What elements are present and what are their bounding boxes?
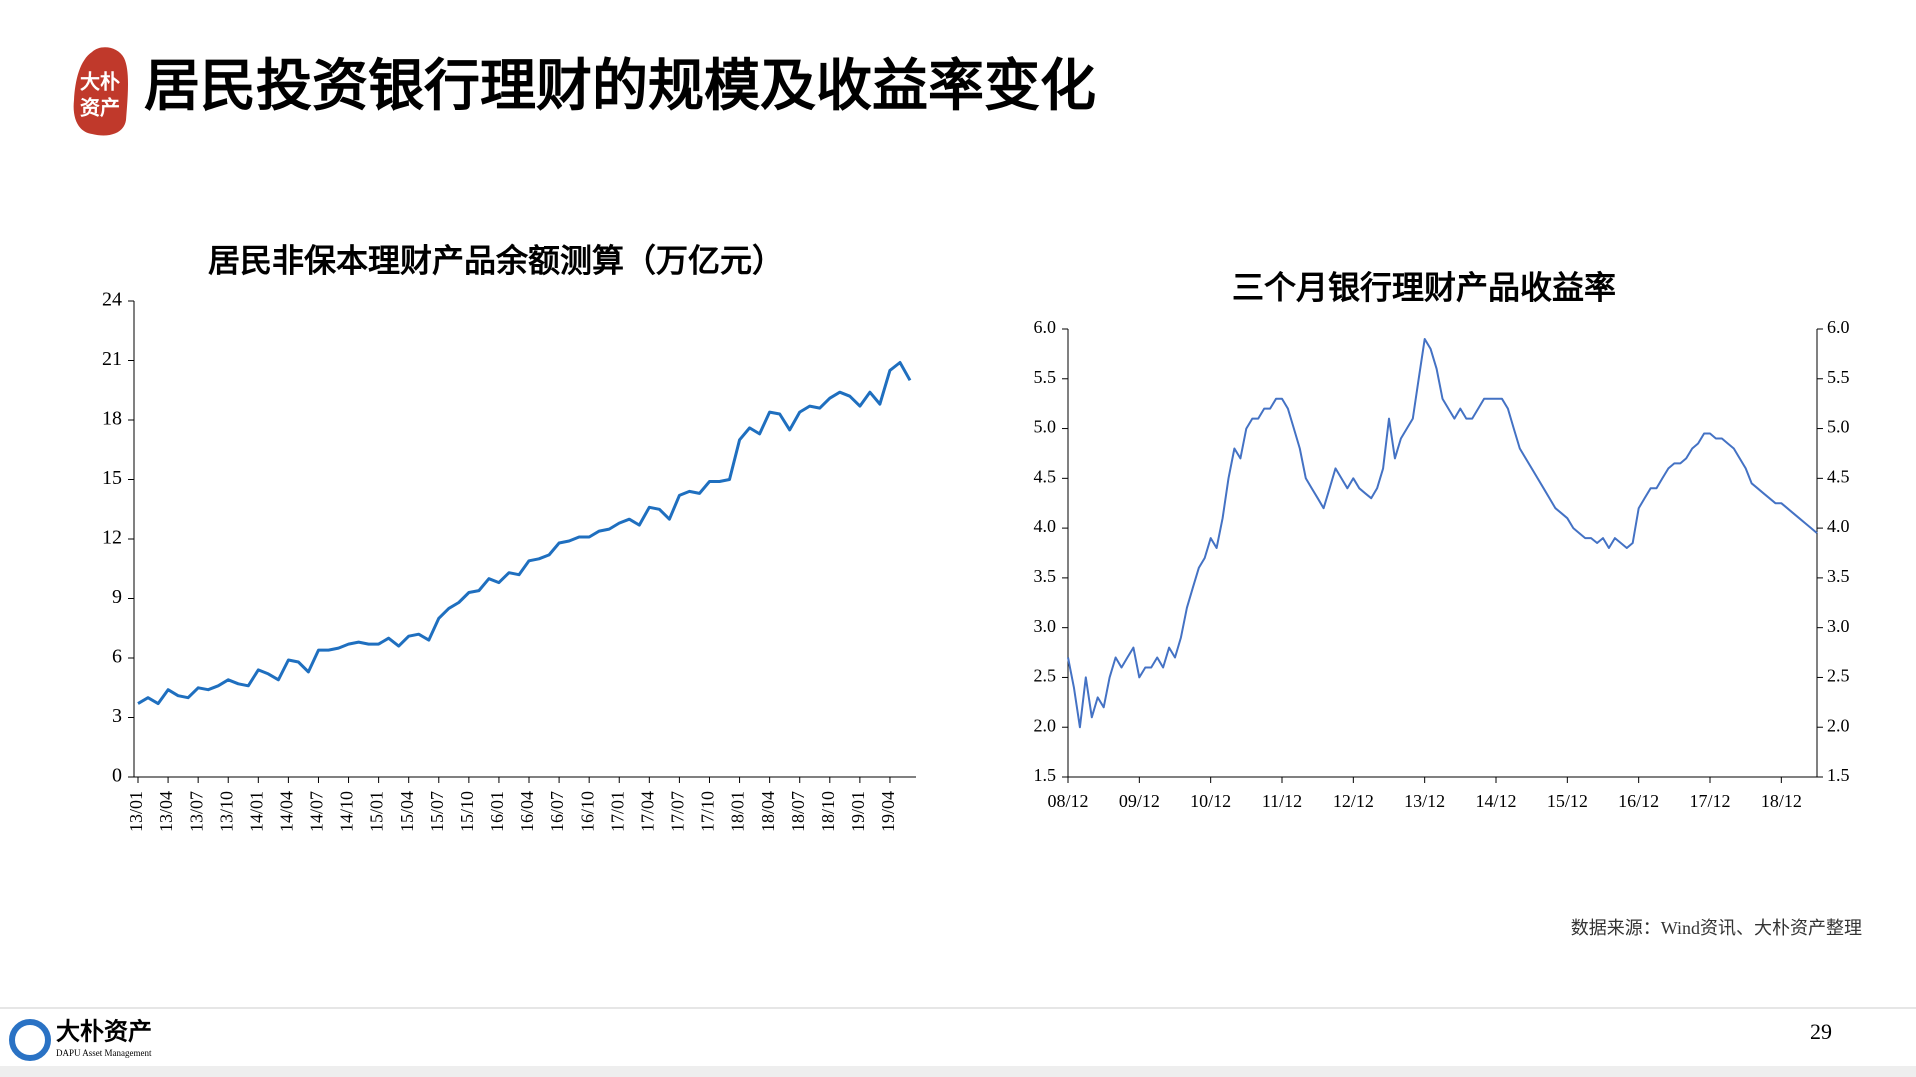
x-tick-label: 12/12 bbox=[1333, 791, 1374, 811]
y-tick-label: 12 bbox=[102, 527, 122, 549]
x-tick-label: 18/10 bbox=[818, 791, 838, 832]
y-tick-label: 6.0 bbox=[1034, 317, 1057, 337]
x-tick-label: 10/12 bbox=[1190, 791, 1231, 811]
x-tick-label: 13/07 bbox=[186, 791, 206, 832]
y-tick-label: 21 bbox=[102, 348, 122, 370]
chart-title: 居民非保本理财产品余额测算（万亿元） bbox=[208, 242, 784, 278]
y2-tick-label: 3.0 bbox=[1827, 616, 1850, 636]
x-tick-label: 14/12 bbox=[1475, 791, 1516, 811]
x-tick-label: 14/10 bbox=[337, 791, 357, 832]
y-tick-label: 18 bbox=[102, 408, 122, 430]
x-tick-label: 14/07 bbox=[307, 791, 327, 832]
y-tick-label: 15 bbox=[102, 467, 122, 489]
y-tick-label: 3 bbox=[112, 705, 122, 727]
x-tick-label: 14/01 bbox=[246, 791, 266, 832]
y-tick-label: 3.5 bbox=[1034, 566, 1057, 586]
x-tick-label: 19/01 bbox=[848, 791, 868, 832]
y-tick-label: 6 bbox=[112, 646, 122, 668]
x-tick-label: 15/01 bbox=[367, 791, 387, 832]
x-tick-label: 16/07 bbox=[547, 791, 567, 832]
y2-tick-label: 3.5 bbox=[1827, 566, 1850, 586]
y-tick-label: 4.5 bbox=[1034, 466, 1057, 486]
x-tick-label: 13/12 bbox=[1404, 791, 1445, 811]
y-tick-label: 1.5 bbox=[1034, 765, 1057, 785]
y2-tick-label: 5.5 bbox=[1827, 367, 1850, 387]
x-tick-label: 18/01 bbox=[728, 791, 748, 832]
logo bbox=[73, 47, 128, 136]
x-tick-label: 13/01 bbox=[126, 791, 146, 832]
x-tick-label: 15/10 bbox=[457, 791, 477, 832]
footer-band bbox=[0, 1066, 1916, 1077]
footer-logo bbox=[9, 1019, 51, 1061]
y2-tick-label: 5.0 bbox=[1827, 417, 1850, 437]
y-tick-label: 5.5 bbox=[1034, 367, 1057, 387]
x-tick-label: 13/10 bbox=[216, 791, 236, 832]
source-note: 数据来源：Wind资讯、大朴资产整理 bbox=[1571, 918, 1862, 938]
x-tick-label: 19/04 bbox=[878, 791, 898, 832]
footer-brand: 大朴资产 bbox=[56, 1018, 152, 1046]
x-tick-label: 16/01 bbox=[487, 791, 507, 832]
y2-tick-label: 2.5 bbox=[1827, 666, 1850, 686]
page-number: 29 bbox=[1810, 1019, 1832, 1044]
x-tick-label: 15/12 bbox=[1547, 791, 1588, 811]
x-tick-label: 13/04 bbox=[156, 791, 176, 832]
x-tick-label: 08/12 bbox=[1047, 791, 1088, 811]
y-tick-label: 2.0 bbox=[1034, 715, 1057, 735]
y-tick-label: 3.0 bbox=[1034, 616, 1057, 636]
y2-tick-label: 1.5 bbox=[1827, 765, 1850, 785]
x-tick-label: 09/12 bbox=[1119, 791, 1160, 811]
y2-tick-label: 4.5 bbox=[1827, 466, 1850, 486]
x-tick-label: 18/12 bbox=[1761, 791, 1802, 811]
x-tick-label: 15/04 bbox=[397, 791, 417, 832]
x-tick-label: 14/04 bbox=[277, 791, 297, 832]
y-tick-label: 0 bbox=[112, 765, 122, 787]
data-line bbox=[1067, 338, 1818, 729]
x-tick-label: 17/04 bbox=[637, 791, 657, 832]
footer-brand-en: DAPU Asset Management bbox=[56, 1048, 152, 1058]
x-tick-label: 17/10 bbox=[698, 791, 718, 832]
data-line bbox=[137, 361, 912, 706]
x-tick-label: 16/04 bbox=[517, 791, 537, 832]
logo-text: 大朴 bbox=[80, 71, 120, 94]
y-tick-label: 24 bbox=[102, 289, 122, 311]
x-tick-label: 16/12 bbox=[1618, 791, 1659, 811]
y-tick-label: 2.5 bbox=[1034, 666, 1057, 686]
x-tick-label: 11/12 bbox=[1262, 791, 1302, 811]
x-tick-label: 15/07 bbox=[427, 791, 447, 832]
x-tick-label: 16/10 bbox=[577, 791, 597, 832]
y2-tick-label: 4.0 bbox=[1827, 516, 1850, 536]
x-tick-label: 17/12 bbox=[1689, 791, 1730, 811]
chart-title: 三个月银行理财产品收益率 bbox=[1232, 269, 1616, 305]
logo-text: 资产 bbox=[80, 96, 120, 120]
x-tick-label: 18/07 bbox=[788, 791, 808, 832]
x-tick-label: 17/01 bbox=[607, 791, 627, 832]
y-tick-label: 9 bbox=[112, 586, 122, 608]
y-tick-label: 5.0 bbox=[1034, 417, 1057, 437]
x-tick-label: 17/07 bbox=[668, 791, 688, 832]
x-tick-label: 18/04 bbox=[758, 791, 778, 832]
y-tick-label: 4.0 bbox=[1034, 516, 1057, 536]
y2-tick-label: 2.0 bbox=[1827, 715, 1850, 735]
slide-title: 居民投资银行理财的规模及收益率变化 bbox=[144, 56, 1096, 118]
y2-tick-label: 6.0 bbox=[1827, 317, 1850, 337]
